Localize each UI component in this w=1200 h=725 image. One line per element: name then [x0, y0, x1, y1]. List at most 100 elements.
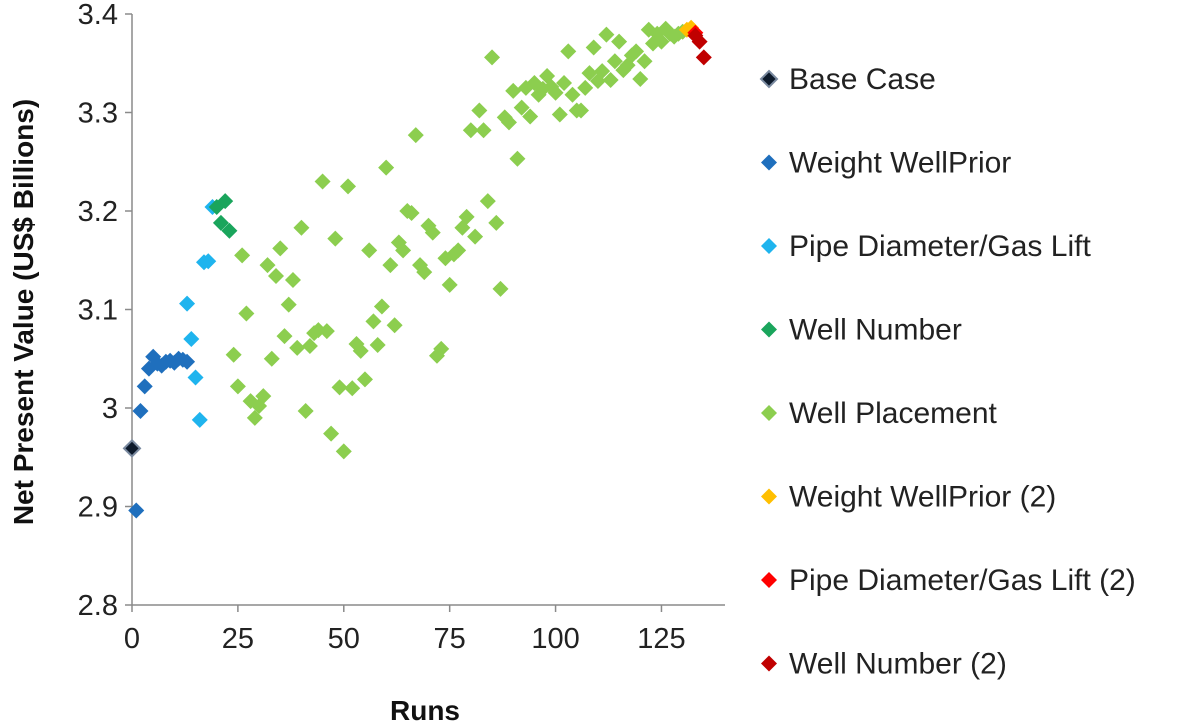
data-point — [327, 230, 344, 247]
data-point — [128, 502, 145, 519]
data-point — [462, 122, 479, 139]
data-point — [187, 369, 204, 386]
data-point — [505, 82, 522, 99]
data-point — [500, 114, 517, 131]
data-point — [458, 208, 475, 225]
legend-item: Weight WellPrior (2) — [761, 481, 1056, 514]
data-point — [221, 222, 238, 239]
data-point — [212, 214, 229, 231]
legend-marker — [761, 154, 777, 171]
data-point — [234, 247, 251, 264]
data-point — [280, 296, 297, 313]
legend-item: Well Number — [761, 314, 962, 347]
data-point — [365, 313, 382, 330]
data-point — [416, 264, 433, 281]
data-point — [479, 193, 496, 210]
data-point — [594, 63, 611, 80]
data-point — [217, 193, 234, 210]
legend-label: Pipe Diameter/Gas Lift — [789, 230, 1091, 263]
legend-label: Well Number — [789, 314, 962, 347]
legend-marker — [761, 238, 777, 254]
data-point — [653, 33, 670, 50]
data-point — [373, 298, 390, 315]
data-point — [636, 53, 653, 70]
data-point — [556, 74, 573, 91]
data-point — [581, 65, 598, 82]
legend-item: Weight WellPrior — [761, 147, 1011, 180]
x-tick-label: 50 — [328, 623, 360, 655]
data-point — [611, 33, 628, 50]
data-point — [344, 380, 361, 397]
legend-item: Base Case — [759, 63, 936, 96]
data-point — [356, 371, 373, 388]
data-point — [509, 150, 526, 167]
data-point — [522, 108, 539, 125]
y-tick-label: 3.1 — [78, 295, 118, 327]
y-tick-label: 2.9 — [78, 492, 118, 524]
data-point — [268, 268, 285, 285]
data-point — [191, 411, 208, 428]
data-point — [352, 342, 369, 359]
data-point — [386, 317, 403, 334]
series-2 — [179, 199, 221, 428]
data-point — [695, 49, 712, 66]
data-point — [289, 339, 306, 356]
x-tick-label: 0 — [124, 623, 140, 655]
data-point — [225, 346, 242, 363]
legend-label: Well Number (2) — [789, 648, 1007, 681]
x-tick-label: 75 — [434, 623, 466, 655]
legend-label: Weight WellPrior (2) — [789, 481, 1056, 514]
data-point — [314, 173, 331, 190]
data-point — [369, 336, 386, 353]
x-tick-label: 125 — [637, 623, 685, 655]
data-point — [382, 257, 399, 274]
data-point — [691, 33, 708, 50]
legend-item: Well Number (2) — [761, 648, 1007, 681]
y-tick-label: 3.2 — [78, 196, 118, 228]
data-point — [657, 20, 674, 37]
y-tick-label: 3.4 — [78, 0, 118, 31]
legend-marker — [761, 488, 777, 505]
data-point — [551, 106, 568, 123]
legend-marker — [761, 572, 777, 588]
data-point — [585, 39, 602, 56]
legend-marker — [761, 655, 777, 672]
chart-legend: Base Case Weight WellPrior Pipe Diameter/G… — [759, 63, 1136, 681]
data-point — [475, 122, 492, 139]
data-point — [632, 71, 649, 88]
data-point — [263, 350, 280, 367]
y-tick-label: 3.3 — [78, 98, 118, 130]
y-tick-label: 2.8 — [78, 590, 118, 622]
series-7 — [687, 27, 712, 66]
data-point — [122, 438, 142, 458]
data-point — [488, 214, 505, 231]
data-point — [433, 340, 450, 357]
data-point — [560, 43, 577, 60]
data-point — [471, 102, 488, 119]
x-tick-label: 100 — [531, 623, 579, 655]
data-point — [272, 240, 289, 257]
data-point — [513, 99, 530, 116]
legend-marker — [759, 69, 779, 89]
data-point — [577, 79, 594, 96]
data-point — [572, 102, 589, 119]
data-point — [229, 378, 246, 395]
data-point — [259, 257, 276, 274]
x-tick-label: 25 — [222, 623, 254, 655]
series-3 — [208, 193, 238, 239]
legend-label: Weight WellPrior — [789, 147, 1011, 180]
legend-label: Well Placement — [789, 397, 998, 430]
data-point — [615, 62, 632, 79]
data-point — [179, 295, 196, 312]
data-point — [238, 305, 255, 322]
data-point — [132, 402, 149, 419]
legend-item: Pipe Diameter/Gas Lift (2) — [761, 564, 1136, 597]
series-4 — [225, 20, 691, 460]
data-point — [318, 323, 335, 340]
data-point — [331, 379, 348, 396]
data-point — [255, 388, 272, 405]
data-point — [628, 43, 645, 60]
data-point — [183, 331, 200, 348]
data-point — [395, 242, 412, 259]
